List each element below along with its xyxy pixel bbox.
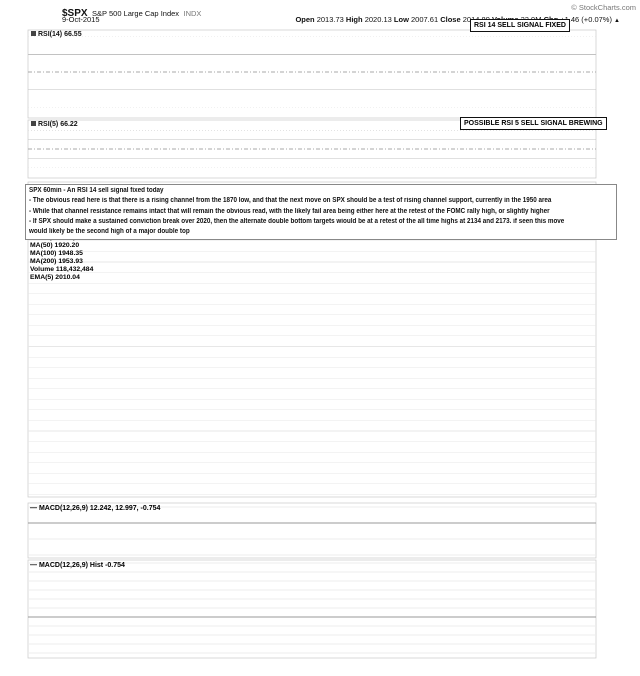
macd-hist-legend: — MACD(12,26,9) Hist -0.754: [30, 562, 125, 569]
macd-panel: [27, 502, 597, 559]
exchange: INDX: [183, 9, 202, 18]
notes-line-4: - If SPX should make a sustained convict…: [29, 217, 565, 225]
analyst-notes-box: SPX 60min - An RSI 14 sell signal fixed …: [25, 184, 617, 240]
symbol-name: S&P 500 Large Cap Index: [92, 9, 180, 18]
copyright: © StockCharts.com: [571, 3, 636, 12]
change-up-icon: ▲: [614, 18, 620, 24]
low-label: Low: [393, 15, 409, 24]
notes-line-1: SPX 60min - An RSI 14 sell signal fixed …: [29, 187, 164, 194]
price-chart-legend: $SPX (60 min) 2014.89 MA(50) 1920.20 MA(…: [30, 234, 102, 282]
close-label: Close: [440, 15, 461, 24]
open-label: Open: [295, 15, 315, 24]
notes-line-5: would likely be the second high of a maj…: [29, 228, 190, 236]
rsi14-panel: [27, 29, 597, 119]
notes-line-2: - The obvious read here is that there is…: [29, 197, 552, 205]
rsi5-value: 66.22: [60, 121, 78, 128]
rsi14-sell-signal-box: RSI 14 SELL SIGNAL FIXED: [470, 19, 570, 32]
header-title: $SPX S&P 500 Large Cap Index INDX: [62, 3, 201, 21]
high-value: 2020.13: [364, 15, 392, 24]
notes-line-3: - While that channel resistance remains …: [29, 207, 550, 215]
macd-legend: — MACD(12,26,9) 12.242, 12.997, -0.754: [30, 505, 160, 512]
macd-hist-value: -0.754: [140, 505, 161, 512]
rsi5-label: RSI(5): [38, 121, 59, 128]
rsi5-legend: RSI(5) 66.22: [31, 121, 78, 128]
open-value: 2013.73: [316, 15, 344, 24]
legend-ma50: MA(50) 1920.20: [30, 242, 80, 249]
indicator-icon: [31, 121, 36, 126]
chg-value: +1.46 (+0.07%): [560, 15, 612, 24]
gridlines: [28, 36, 596, 654]
legend-volume: Volume 118,432,484: [30, 266, 94, 273]
legend-ma100: MA(100) 1948.35: [30, 250, 83, 257]
legend-ma200: MA(200) 1953.93: [30, 258, 83, 265]
high-label: High: [345, 15, 363, 24]
chart-date: 9-Oct-2015: [62, 15, 100, 24]
quote-line: Open 2013.73 High 2020.13 Low 2007.61 Cl…: [295, 15, 620, 24]
macd-legend-name: — MACD(12,26,9): [30, 505, 90, 512]
rsi14-value: 66.55: [64, 31, 82, 38]
low-value: 2007.61: [411, 15, 439, 24]
macd-line-value: 12.242,: [89, 505, 114, 512]
indicator-icon: [31, 31, 36, 36]
macd-signal-value: 12.997,: [115, 505, 139, 512]
symbol: $SPX: [62, 8, 88, 19]
rsi14-legend: RSI(14) 66.55: [31, 31, 82, 38]
legend-ema5: EMA(5) 2010.04: [30, 274, 80, 281]
rsi5-sell-signal-box: POSSIBLE RSI 5 SELL SIGNAL BREWING: [460, 117, 607, 130]
rsi14-label: RSI(14): [38, 31, 63, 38]
hist-panel: [27, 559, 597, 659]
main-panel: [27, 231, 597, 498]
